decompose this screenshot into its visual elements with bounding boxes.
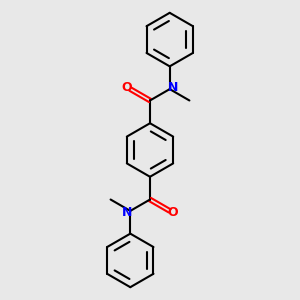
Text: O: O — [122, 81, 132, 94]
Text: O: O — [168, 206, 178, 219]
Text: N: N — [168, 81, 178, 94]
Text: N: N — [122, 206, 132, 219]
